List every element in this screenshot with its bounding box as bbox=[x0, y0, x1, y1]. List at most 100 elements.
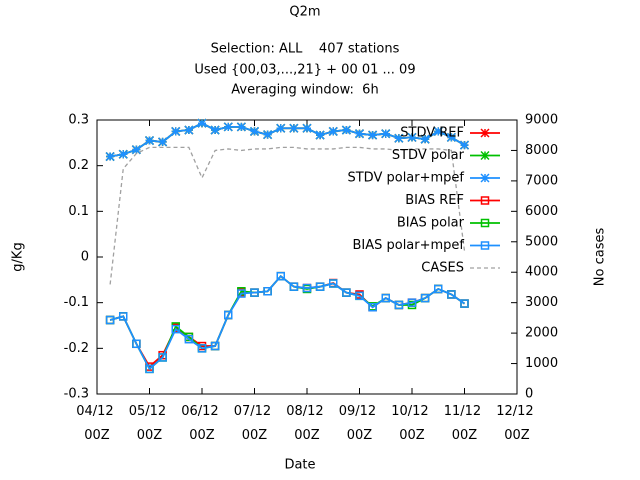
y-tick-label: -0.2 bbox=[64, 341, 89, 356]
legend-marker bbox=[480, 128, 490, 138]
marker bbox=[447, 290, 456, 299]
y-tick-label: 0 bbox=[81, 250, 89, 265]
marker bbox=[433, 126, 443, 136]
y-tick-label: -0.1 bbox=[64, 295, 89, 310]
marker bbox=[236, 122, 246, 132]
legend-label: CASES bbox=[421, 261, 464, 276]
marker bbox=[394, 300, 404, 310]
y2-axis-label: No cases bbox=[593, 228, 608, 287]
chart-subtitle: Averaging window: 6h bbox=[231, 83, 378, 98]
y2-tick-label: 1000 bbox=[525, 356, 558, 371]
series-line bbox=[109, 274, 466, 368]
marker bbox=[381, 293, 390, 303]
x-tick-label: 09/12 00Z bbox=[339, 404, 381, 443]
marker bbox=[223, 122, 233, 132]
x-axis-label: Date bbox=[284, 458, 315, 473]
chart-subtitle: Used {00,03,...,21} + 00 01 ... 09 bbox=[194, 63, 415, 78]
marker bbox=[171, 324, 180, 334]
marker bbox=[210, 341, 220, 351]
y2-tick-label: 8000 bbox=[525, 143, 558, 158]
marker bbox=[145, 364, 154, 374]
y2-tick-label: 6000 bbox=[525, 204, 558, 219]
series-line bbox=[109, 122, 465, 158]
marker bbox=[118, 149, 128, 159]
legend-label: STDV polar+mpef bbox=[347, 171, 464, 186]
series-line bbox=[109, 146, 466, 285]
y2-tick-label: 3000 bbox=[525, 295, 558, 310]
marker bbox=[158, 353, 167, 362]
marker bbox=[237, 289, 246, 298]
marker bbox=[342, 288, 351, 297]
y2-tick-label: 4000 bbox=[525, 265, 558, 280]
legend-label: STDV REF bbox=[400, 126, 464, 141]
y-tick-label: -0.3 bbox=[64, 387, 89, 402]
legend-marker bbox=[480, 241, 490, 250]
marker bbox=[263, 130, 273, 140]
marker bbox=[276, 123, 286, 133]
marker bbox=[446, 132, 456, 142]
marker bbox=[263, 287, 272, 296]
marker bbox=[131, 145, 141, 155]
y-tick-label: 0.2 bbox=[68, 158, 89, 173]
x-tick-label: 10/12 00Z bbox=[391, 404, 433, 443]
marker bbox=[459, 140, 470, 150]
chart-title: Q2m bbox=[289, 5, 320, 20]
x-tick-label: 04/12 00Z bbox=[76, 404, 118, 443]
marker bbox=[197, 344, 207, 353]
marker bbox=[315, 282, 325, 291]
marker bbox=[105, 315, 115, 325]
marker bbox=[105, 152, 115, 162]
y-tick-label: 0.3 bbox=[68, 113, 89, 128]
marker bbox=[368, 130, 378, 140]
marker bbox=[434, 284, 443, 294]
legend-label: BIAS polar+mpef bbox=[352, 238, 464, 253]
x-tick-label: 08/12 00Z bbox=[286, 404, 328, 443]
y2-tick-label: 5000 bbox=[525, 234, 558, 249]
marker bbox=[210, 125, 220, 135]
marker bbox=[394, 133, 404, 143]
x-tick-label: 06/12 00Z bbox=[181, 404, 223, 443]
marker bbox=[171, 126, 181, 136]
marker bbox=[381, 129, 391, 139]
marker bbox=[132, 339, 141, 349]
legend-marker bbox=[480, 218, 490, 228]
marker bbox=[315, 130, 325, 140]
legend-marker bbox=[480, 173, 490, 183]
marker bbox=[224, 310, 233, 320]
marker bbox=[302, 123, 312, 133]
y-tick-label: 0.1 bbox=[68, 204, 89, 219]
marker bbox=[289, 282, 299, 291]
marker bbox=[158, 137, 168, 147]
x-tick-label: 07/12 00Z bbox=[234, 404, 276, 443]
marker bbox=[289, 123, 299, 133]
marker bbox=[276, 271, 285, 281]
y2-tick-label: 0 bbox=[525, 387, 533, 402]
y2-tick-label: 2000 bbox=[525, 326, 558, 341]
marker bbox=[119, 312, 128, 321]
marker bbox=[329, 279, 338, 288]
legend-marker bbox=[480, 196, 490, 205]
marker bbox=[354, 129, 365, 139]
marker bbox=[184, 334, 194, 344]
x-tick-label: 11/12 00Z bbox=[444, 404, 486, 443]
marker bbox=[250, 288, 259, 297]
series-line bbox=[109, 274, 466, 371]
x-tick-label: 12/12 00Z bbox=[496, 404, 538, 443]
marker bbox=[355, 291, 364, 301]
marker bbox=[407, 132, 417, 142]
y-axis-label: g/Kg bbox=[11, 242, 26, 271]
marker bbox=[197, 118, 207, 128]
y2-tick-label: 9000 bbox=[525, 113, 558, 128]
marker bbox=[420, 293, 430, 303]
marker bbox=[341, 125, 351, 135]
x-tick-label: 05/12 00Z bbox=[129, 404, 171, 443]
marker bbox=[420, 134, 430, 144]
legend-marker bbox=[480, 150, 490, 161]
marker bbox=[249, 126, 260, 136]
marker bbox=[144, 136, 155, 146]
marker bbox=[302, 283, 312, 293]
legend-label: BIAS polar bbox=[397, 216, 465, 231]
marker bbox=[184, 125, 194, 135]
legend-label: BIAS REF bbox=[405, 193, 464, 208]
